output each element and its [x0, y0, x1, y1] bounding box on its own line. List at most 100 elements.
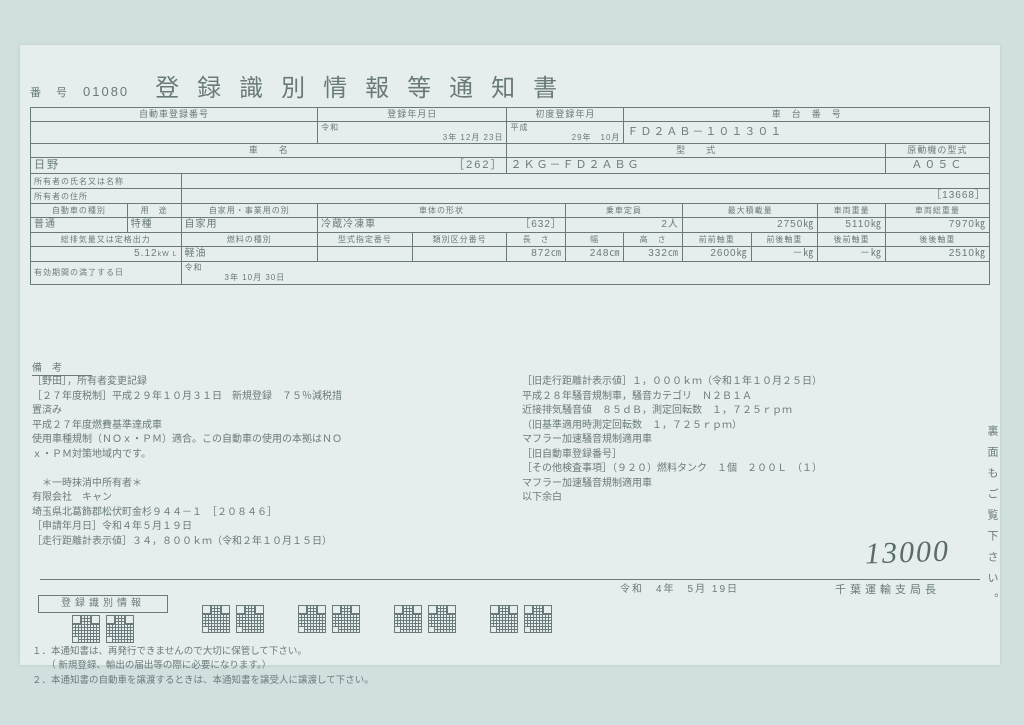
remarks-block: ［野田］，所有者変更記録［２７年度税制］平成２９年１０月３１日 新規登録 ７５％…: [32, 375, 982, 549]
remarks-line: 平成２７年度燃費基準達成車: [32, 419, 512, 434]
remarks-line: ［申請年月日］令和４年５月１９日: [32, 520, 512, 535]
type-value: ２ＫＧ－ＦＤ２ＡＢＧ: [507, 158, 885, 174]
remarks-line: ［旧自動車登録番号］: [522, 448, 962, 463]
engine-label: 原動機の型式: [885, 144, 989, 158]
remarks-line: 平成２８年騒音規制車，騒音カテゴリ Ｎ２Ｂ１Ａ: [522, 390, 962, 405]
qr-code-icon: [490, 605, 518, 633]
ff-label: 前前軸重: [682, 233, 751, 247]
typedes-label: 型式指定番号: [318, 233, 413, 247]
expiry-label: 有効期間の満了する日: [31, 262, 182, 284]
make-label: 車 名: [31, 144, 507, 158]
weight-label: 車両重量: [818, 204, 886, 218]
qr-code-icon: [202, 605, 230, 633]
doc-number-label: 番 号: [30, 87, 69, 100]
doc-title: 登録識別情報等通知書: [155, 75, 575, 104]
qr-pair: [202, 605, 264, 633]
chassis-value: ＦＤ２ＡＢ－１０１３０１: [624, 122, 990, 144]
issue-date: 令和 4年 5月 19日: [620, 584, 739, 596]
reg-date-label: 登録年月日: [318, 108, 507, 122]
qr-code-icon: [72, 615, 100, 643]
remarks-line: 置済み: [32, 404, 512, 419]
type-label: 型 式: [507, 144, 885, 158]
fr-value: －㎏: [751, 247, 818, 262]
footer-notes: １．本通知書は、再発行できませんので大切に保管して下さい。 （ 新規登録、輸出の…: [32, 645, 374, 688]
footer-note-line: ２．本通知書の自動車を譲渡するときは、本通知書を譲受人に譲渡して下さい。: [32, 674, 374, 688]
catnum-value: [412, 247, 507, 262]
owner-name-value: [181, 174, 989, 189]
body-value: 冷蔵冷凍車［632］: [318, 218, 566, 233]
issuance-line: 令和 4年 5月 19日 千葉運輸支局長: [40, 579, 980, 584]
class-value: 普通: [31, 218, 128, 233]
owner-name-label: 所有者の氏名又は名称: [31, 174, 182, 189]
qr-pair: [394, 605, 456, 633]
owner-addr-label: 所有者の住所: [31, 189, 182, 204]
document-paper: 番 号 01080 登録識別情報等通知書 自動車登録番号 登録年月日 初度登録年…: [20, 45, 1000, 665]
engine-value: Ａ０５Ｃ: [885, 158, 989, 174]
private-label: 自家用・事業用の別: [181, 204, 318, 218]
fuel-value: 軽油: [181, 247, 318, 262]
remarks-line: 使用車種規制（ＮＯｘ・ＰＭ）適合。この自動車の使用の本拠はＮＯ: [32, 433, 512, 448]
rr-value: 2510㎏: [885, 247, 989, 262]
remarks-line: （旧基準適用時測定回転数 １，７２５ｒｐｍ）: [522, 419, 962, 434]
gross-label: 車両総重量: [885, 204, 989, 218]
rr-label: 後後軸重: [885, 233, 989, 247]
qr-code-icon: [106, 615, 134, 643]
private-value: 自家用: [181, 218, 318, 233]
remarks-line: ＊一時抹消中所有者＊: [32, 477, 512, 492]
hei-value: 332㎝: [624, 247, 682, 262]
weight-value: 5110㎏: [818, 218, 886, 233]
document-header: 番 号 01080 登録識別情報等通知書: [30, 75, 575, 104]
gross-value: 7970㎏: [885, 218, 989, 233]
wid-value: 248㎝: [565, 247, 623, 262]
fr-label: 前後軸重: [751, 233, 818, 247]
qr-code-row: 登録識別情報: [38, 595, 552, 643]
maxload-value: 2750㎏: [682, 218, 817, 233]
side-vertical-text: 裏面もご覧下さい。: [985, 425, 998, 614]
make-value: 日野［262］: [31, 158, 507, 174]
catnum-label: 類別区分番号: [412, 233, 507, 247]
expiry-value: 令和3年 10月 30日: [181, 262, 989, 284]
qr-label: 登録識別情報: [38, 595, 168, 613]
disp-value: 5.12kW L: [31, 247, 182, 262]
fuel-label: 燃料の種別: [181, 233, 318, 247]
rf-value: －㎏: [818, 247, 886, 262]
remarks-line: マフラー加速騒音規制適用車: [522, 477, 962, 492]
qr-pair: [490, 605, 552, 633]
remarks-line: ［２７年度税制］平成２９年１０月３１日 新規登録 ７５％減税措: [32, 390, 512, 405]
reg-date-value: 令和3年 12月 23日: [318, 122, 507, 144]
remarks-line: ｘ・ＰＭ対策地域内です。: [32, 448, 512, 463]
ff-value: 2600㎏: [682, 247, 751, 262]
body-label: 車体の形状: [318, 204, 566, 218]
registration-form-table: 自動車登録番号 登録年月日 初度登録年月 車 台 番 号 令和3年 12月 23…: [30, 107, 990, 285]
qr-pair: [298, 605, 360, 633]
qr-code-icon: [332, 605, 360, 633]
remarks-line: 有限会社 キャン: [32, 491, 512, 506]
first-reg-label: 初度登録年月: [507, 108, 624, 122]
len-label: 長 さ: [507, 233, 565, 247]
remarks-line: [32, 462, 512, 477]
owner-addr-value: ［13668］: [181, 189, 989, 204]
hei-label: 高 さ: [624, 233, 682, 247]
footer-note-line: （ 新規登録、輸出の届出等の際に必要になります。）: [32, 659, 374, 673]
remarks-left-column: ［野田］，所有者変更記録［２７年度税制］平成２９年１０月３１日 新規登録 ７５％…: [32, 375, 512, 549]
maxload-label: 最大積載量: [682, 204, 817, 218]
capacity-label: 乗車定員: [565, 204, 682, 218]
use-value: 特種: [127, 218, 181, 233]
first-reg-value: 平成29年 10月: [507, 122, 624, 144]
remarks-line: ［旧走行距離計表示値］１，０００ｋｍ（令和１年１０月２５日）: [522, 375, 962, 390]
qr-code-icon: [428, 605, 456, 633]
qr-code-icon: [524, 605, 552, 633]
doc-number-value: 01080: [83, 84, 129, 100]
remarks-line: マフラー加速騒音規制適用車: [522, 433, 962, 448]
remarks-right-column: ［旧走行距離計表示値］１，０００ｋｍ（令和１年１０月２５日）平成２８年騒音規制車…: [522, 375, 962, 549]
class-label: 自動車の種別: [31, 204, 128, 218]
rf-label: 後前軸重: [818, 233, 886, 247]
reg-no-label: 自動車登録番号: [31, 108, 318, 122]
capacity-value: 2人: [565, 218, 682, 233]
remarks-line: 埼玉県北葛飾郡松伏町金杉９４４－１ ［２０８４６］: [32, 506, 512, 521]
len-value: 872㎝: [507, 247, 565, 262]
remarks-line: ［野田］，所有者変更記録: [32, 375, 512, 390]
remarks-line: ［その他検査事項］（９２０）燃料タンク １個 ２００Ｌ （１）: [522, 462, 962, 477]
reg-no-value: [31, 122, 318, 144]
issue-authority: 千葉運輸支局長: [835, 584, 940, 597]
